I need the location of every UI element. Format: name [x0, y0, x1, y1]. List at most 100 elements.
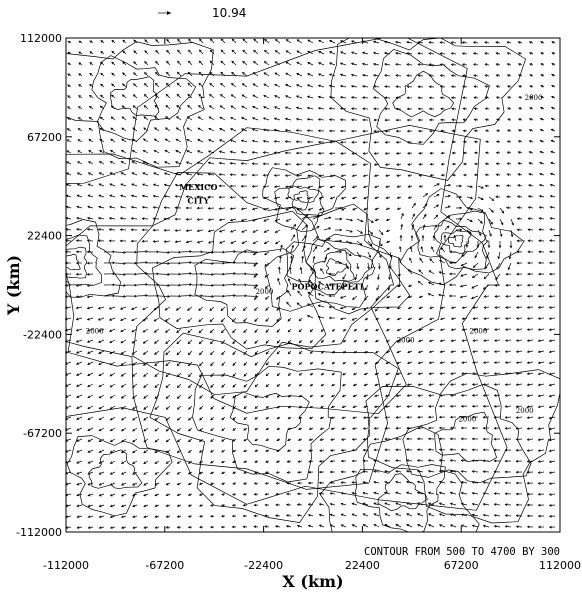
wind-vector [210, 493, 215, 496]
wind-vector [537, 492, 545, 496]
wind-vector [461, 372, 468, 375]
wind-vector [165, 383, 171, 388]
wind-vector [373, 470, 380, 473]
wind-vector [493, 481, 501, 484]
wind-vector [143, 372, 149, 377]
wind-vector [109, 449, 116, 453]
wind-vector [386, 240, 391, 244]
wind-vector [456, 184, 463, 188]
wind-vector [418, 306, 424, 310]
wind-vector [527, 261, 533, 265]
wind-vector [77, 117, 83, 121]
wind-vector [341, 427, 347, 430]
wind-vector [262, 128, 270, 132]
wind-vector [143, 427, 149, 432]
wind-vector [528, 118, 534, 121]
x-tick-label: 112000 [539, 559, 581, 572]
wind-vector [482, 404, 490, 408]
wind-vector [132, 394, 138, 399]
wind-vector [143, 526, 149, 529]
x-axis-title: X (km) [282, 572, 343, 591]
wind-vector [342, 328, 347, 332]
wind-vector [290, 223, 297, 231]
wind-vector [87, 361, 94, 365]
wind-vector [86, 216, 94, 220]
wind-vector [476, 241, 480, 248]
wind-vector [199, 405, 204, 410]
wind-vector [176, 471, 182, 475]
wind-vector [377, 273, 380, 281]
wind-vector [298, 328, 303, 333]
wind-vector [307, 503, 314, 506]
contour-line [66, 38, 508, 511]
wind-vector [65, 471, 72, 475]
wind-vector [450, 306, 457, 310]
wind-vector [507, 85, 512, 88]
wind-vector [252, 240, 259, 244]
wind-vector [152, 217, 160, 221]
wind-vector [131, 306, 138, 310]
contour-line [66, 254, 81, 271]
wind-vector [121, 515, 127, 519]
wind-vector [482, 513, 490, 517]
wind-vector [153, 138, 160, 143]
wind-vector [264, 492, 270, 496]
wind-vector [187, 438, 193, 443]
wind-vector [551, 74, 556, 77]
wind-vector [141, 205, 149, 209]
wind-vector [253, 60, 259, 66]
wind-vector [265, 394, 270, 398]
wind-vector [198, 71, 204, 77]
wind-vector [526, 427, 534, 430]
wind-vector [75, 250, 83, 254]
wind-vector [98, 405, 105, 410]
y-tick-label: 22400 [27, 230, 62, 243]
wind-vector [108, 228, 116, 231]
wind-vector [187, 82, 193, 88]
wind-vector [64, 272, 72, 276]
wind-vector [495, 52, 501, 55]
wind-vector [174, 172, 182, 176]
wind-vector [99, 105, 105, 110]
wind-vector [518, 85, 523, 88]
wind-vector [526, 294, 534, 298]
wind-vector [372, 74, 380, 77]
wind-vector [187, 350, 193, 356]
wind-vector [297, 438, 303, 441]
wind-vector [526, 416, 534, 420]
wind-vector [526, 339, 534, 342]
wind-vector [120, 471, 127, 475]
wind-vector [483, 339, 490, 342]
wind-vector [143, 394, 149, 399]
wind-vector [65, 438, 72, 442]
wind-vector [328, 316, 335, 320]
wind-vector [384, 163, 391, 166]
wind-vector [232, 405, 237, 410]
wind-vector [439, 339, 446, 343]
wind-vector [341, 405, 347, 409]
wind-vector [528, 41, 534, 44]
wind-vector [386, 317, 391, 321]
wind-vector [307, 492, 314, 496]
wind-vector [427, 502, 435, 506]
wind-vector [143, 383, 149, 388]
wind-vector [273, 185, 281, 189]
wind-vector [548, 504, 556, 507]
wind-vector [428, 270, 435, 275]
wind-vector [243, 317, 248, 323]
wind-vector [143, 127, 149, 132]
wind-vector [98, 383, 105, 388]
wind-vector [165, 394, 171, 399]
wind-vector [285, 50, 292, 55]
wind-vector [273, 151, 281, 155]
wind-vector [526, 514, 534, 518]
wind-vector [318, 492, 325, 495]
wind-vector [537, 405, 545, 409]
wind-vector [363, 361, 369, 365]
wind-vector [493, 383, 501, 386]
wind-vector [221, 361, 226, 367]
wind-vector [154, 515, 160, 518]
wind-vector [131, 138, 138, 143]
wind-vector [318, 73, 325, 77]
